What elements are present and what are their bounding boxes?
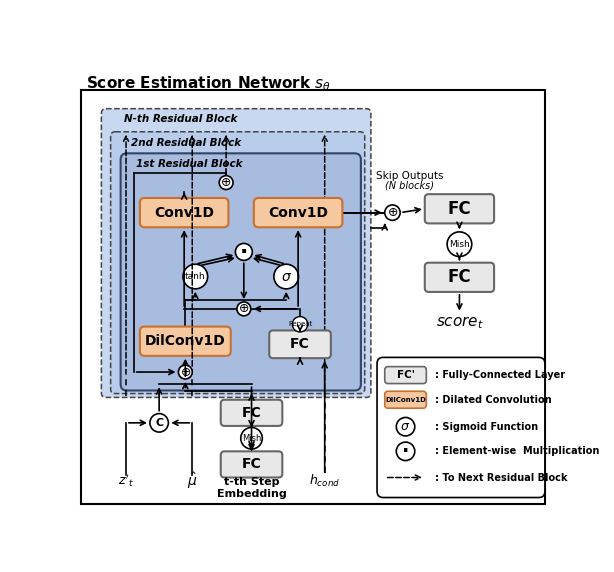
Circle shape — [292, 316, 308, 332]
Text: $\mathit{score}_t$: $\mathit{score}_t$ — [435, 315, 483, 331]
Text: tanh: tanh — [185, 272, 206, 281]
Text: Score Estimation Network $s_{\theta}$: Score Estimation Network $s_{\theta}$ — [86, 75, 331, 93]
Text: $\oplus$: $\oplus$ — [220, 176, 231, 189]
Text: FC: FC — [448, 268, 472, 287]
Text: $\sigma$: $\sigma$ — [400, 420, 411, 433]
Circle shape — [385, 205, 400, 220]
Text: FC': FC' — [397, 370, 414, 380]
Text: : Fully-Connected Layer: : Fully-Connected Layer — [435, 370, 565, 380]
Text: Mish: Mish — [242, 434, 261, 443]
Circle shape — [235, 244, 252, 260]
Text: Repeat: Repeat — [288, 321, 312, 327]
Circle shape — [396, 418, 415, 436]
Text: t-th Step
Embedding: t-th Step Embedding — [217, 478, 286, 499]
FancyBboxPatch shape — [385, 367, 426, 384]
Text: : Dilated Convolution: : Dilated Convolution — [435, 395, 551, 405]
FancyBboxPatch shape — [425, 194, 494, 224]
Text: $\oplus$: $\oplus$ — [387, 206, 398, 219]
Text: Skip Outputs: Skip Outputs — [376, 172, 443, 181]
Text: (N blocks): (N blocks) — [385, 181, 434, 190]
Circle shape — [241, 427, 262, 449]
Text: C: C — [155, 418, 163, 428]
Text: 1st Residual Block: 1st Residual Block — [136, 159, 243, 169]
Text: FC: FC — [242, 458, 262, 471]
FancyBboxPatch shape — [140, 198, 228, 227]
FancyBboxPatch shape — [221, 400, 282, 426]
Text: FC: FC — [242, 406, 262, 420]
Circle shape — [237, 302, 251, 316]
Text: Conv1D: Conv1D — [154, 205, 214, 220]
FancyBboxPatch shape — [425, 263, 494, 292]
Text: Conv1D: Conv1D — [268, 205, 328, 220]
Text: $\sigma$: $\sigma$ — [281, 269, 292, 284]
Text: : To Next Residual Block: : To Next Residual Block — [435, 472, 567, 483]
FancyBboxPatch shape — [377, 358, 545, 498]
Circle shape — [183, 264, 208, 289]
FancyBboxPatch shape — [101, 109, 371, 398]
Text: : Sigmoid Function: : Sigmoid Function — [435, 422, 538, 432]
Text: 2nd Residual Block: 2nd Residual Block — [131, 137, 241, 148]
Text: Mish: Mish — [449, 240, 470, 249]
FancyBboxPatch shape — [111, 132, 365, 394]
Text: $h_{cond}$: $h_{cond}$ — [309, 472, 340, 488]
Circle shape — [396, 442, 415, 460]
Text: $\hat{\mu}$: $\hat{\mu}$ — [187, 471, 198, 491]
Text: DilConv1D: DilConv1D — [385, 397, 426, 403]
FancyBboxPatch shape — [140, 327, 231, 356]
Text: DilConv1D: DilConv1D — [145, 334, 226, 348]
Text: $z'_t$: $z'_t$ — [118, 472, 134, 489]
Text: N-th Residual Block: N-th Residual Block — [125, 114, 238, 124]
Text: $\oplus$: $\oplus$ — [238, 303, 249, 315]
Text: FC: FC — [290, 337, 310, 351]
Circle shape — [447, 232, 472, 256]
Circle shape — [150, 414, 168, 432]
FancyBboxPatch shape — [385, 391, 426, 408]
FancyBboxPatch shape — [120, 153, 361, 391]
Circle shape — [219, 176, 233, 189]
Circle shape — [179, 365, 192, 379]
FancyBboxPatch shape — [270, 331, 331, 358]
FancyBboxPatch shape — [254, 198, 343, 227]
Text: ·: · — [239, 242, 248, 262]
Text: ·: · — [402, 442, 409, 461]
Text: FC: FC — [448, 200, 472, 218]
FancyBboxPatch shape — [221, 451, 282, 478]
Text: $\oplus$: $\oplus$ — [180, 366, 191, 379]
Text: : Element-wise  Multiplication: : Element-wise Multiplication — [435, 446, 599, 456]
Text: ⋮: ⋮ — [220, 136, 232, 148]
Circle shape — [274, 264, 298, 289]
